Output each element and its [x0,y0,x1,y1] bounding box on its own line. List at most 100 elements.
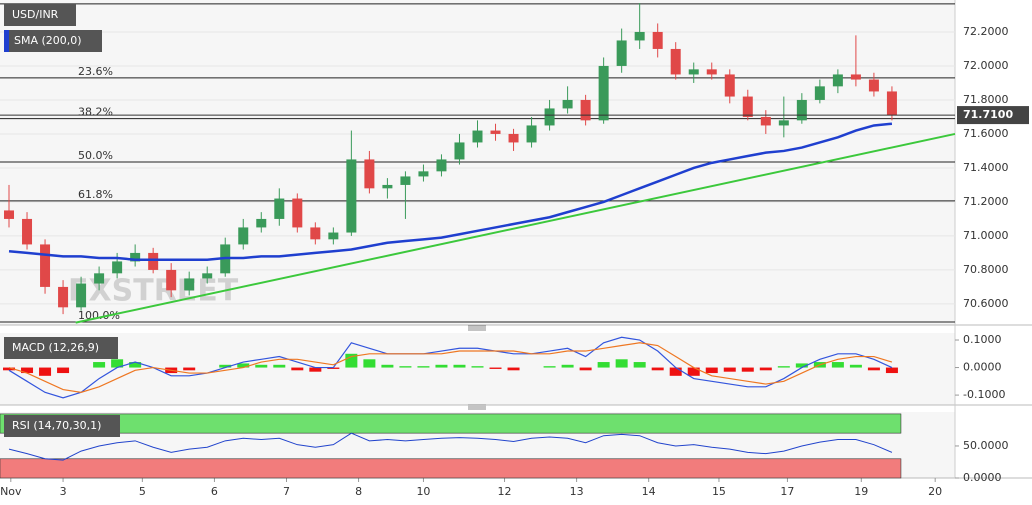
candle-body [382,184,393,189]
candle-body [112,261,123,274]
histogram-bar [3,367,16,371]
histogram-bar [39,367,52,376]
histogram-bar [111,359,124,368]
histogram-bar [651,367,664,371]
histogram-bar [705,367,718,374]
x-tick-label: 7 [283,485,290,498]
candle-body [4,210,15,219]
y-tick-label: 71.8000 [963,93,1009,106]
histogram-bar [579,367,592,371]
indicator-swatch [4,30,9,52]
resize-handle[interactable] [468,325,486,410]
y-tick-label: 0.1000 [963,333,1002,346]
candle-body [22,218,33,245]
x-tick-label: 5 [139,485,146,498]
histogram-bar [687,367,700,376]
candle-body [130,252,141,262]
histogram-bar [453,364,466,368]
last-price-label: 71.7100 [963,108,1013,121]
histogram-bar [327,367,340,369]
fib-label: 50.0% [78,149,113,162]
x-tick-label: 20 [928,485,942,498]
candle-body [778,120,789,126]
candle-body [76,283,87,308]
candle-body [256,218,267,228]
histogram-bar [543,366,556,368]
y-tick-label: 71.4000 [963,161,1009,174]
x-tick-label: Nov [0,485,22,498]
x-tick-label: 17 [780,485,794,498]
y-tick-label: 70.6000 [963,297,1009,310]
y-tick-label: 72.2000 [963,25,1009,38]
histogram-bar [381,364,394,368]
indicator-label: SMA (200,0) [14,34,82,47]
histogram-bar [777,366,790,368]
histogram-bar [597,362,610,368]
label-box[interactable] [4,4,76,26]
candle-body [454,142,465,160]
histogram-bar [291,367,304,371]
y-tick-label: 72.0000 [963,59,1009,72]
histogram-bar [831,362,844,368]
candle-body [562,99,573,109]
histogram-bar [399,366,412,368]
histogram-bar [561,364,574,368]
fib-label: 23.6% [78,65,113,78]
macd-label: MACD (12,26,9) [12,341,99,354]
candle-body [544,108,555,126]
candle-body [814,86,825,100]
histogram-bar [471,366,484,368]
candle-body [328,232,339,240]
histogram-bar [435,364,448,368]
candle-body [508,133,519,143]
x-tick-label: 6 [211,485,218,498]
y-tick-label: 0.0000 [963,471,1002,484]
histogram-bar [129,362,142,368]
candle-body [850,74,861,80]
candle-body [868,79,879,92]
watermark: FXSTREET [68,274,239,309]
histogram-bar [867,367,880,371]
x-tick-label: 3 [60,485,67,498]
candle-body [40,244,51,287]
candle-body [58,286,69,308]
macd-line [8,336,893,399]
candle-body [364,159,375,189]
label-box[interactable] [4,415,120,437]
y-tick-label: 71.2000 [963,195,1009,208]
sma-line [8,122,893,261]
last-price-box [957,106,1029,125]
y-tick-label: 0.0000 [963,361,1002,374]
candle-body [148,252,159,270]
fib-label: 61.8% [78,188,113,201]
candle-body [166,269,177,291]
candle-body [688,69,699,75]
histogram-bar [93,362,106,368]
histogram-bar [183,367,196,371]
x-tick-label: 10 [416,485,430,498]
histogram-bar [741,367,754,372]
fib-label: 38.2% [78,106,113,119]
rsi-line [8,432,893,461]
symbol-label: USD/INR [12,8,59,21]
histogram-bar [273,364,286,368]
y-tick-label: 50.0000 [963,439,1009,452]
rsi-label: RSI (14,70,30,1) [12,419,101,432]
histogram-bar [723,367,736,372]
candle-body [310,227,321,240]
candle-body [274,198,285,219]
candle-body [886,91,897,116]
candle-body [94,273,105,284]
x-tick-label: 8 [355,485,362,498]
histogram-bar [633,362,646,368]
x-tick-label: 14 [642,485,656,498]
histogram-bar [615,359,628,368]
candle-body [346,159,357,233]
candle-body [616,40,627,66]
x-tick-label: 13 [570,485,584,498]
label-box[interactable] [4,337,118,359]
candle-body [526,125,537,143]
label-box[interactable] [4,30,102,52]
y-tick-label: 71.0000 [963,229,1009,242]
main-panel [0,0,955,325]
